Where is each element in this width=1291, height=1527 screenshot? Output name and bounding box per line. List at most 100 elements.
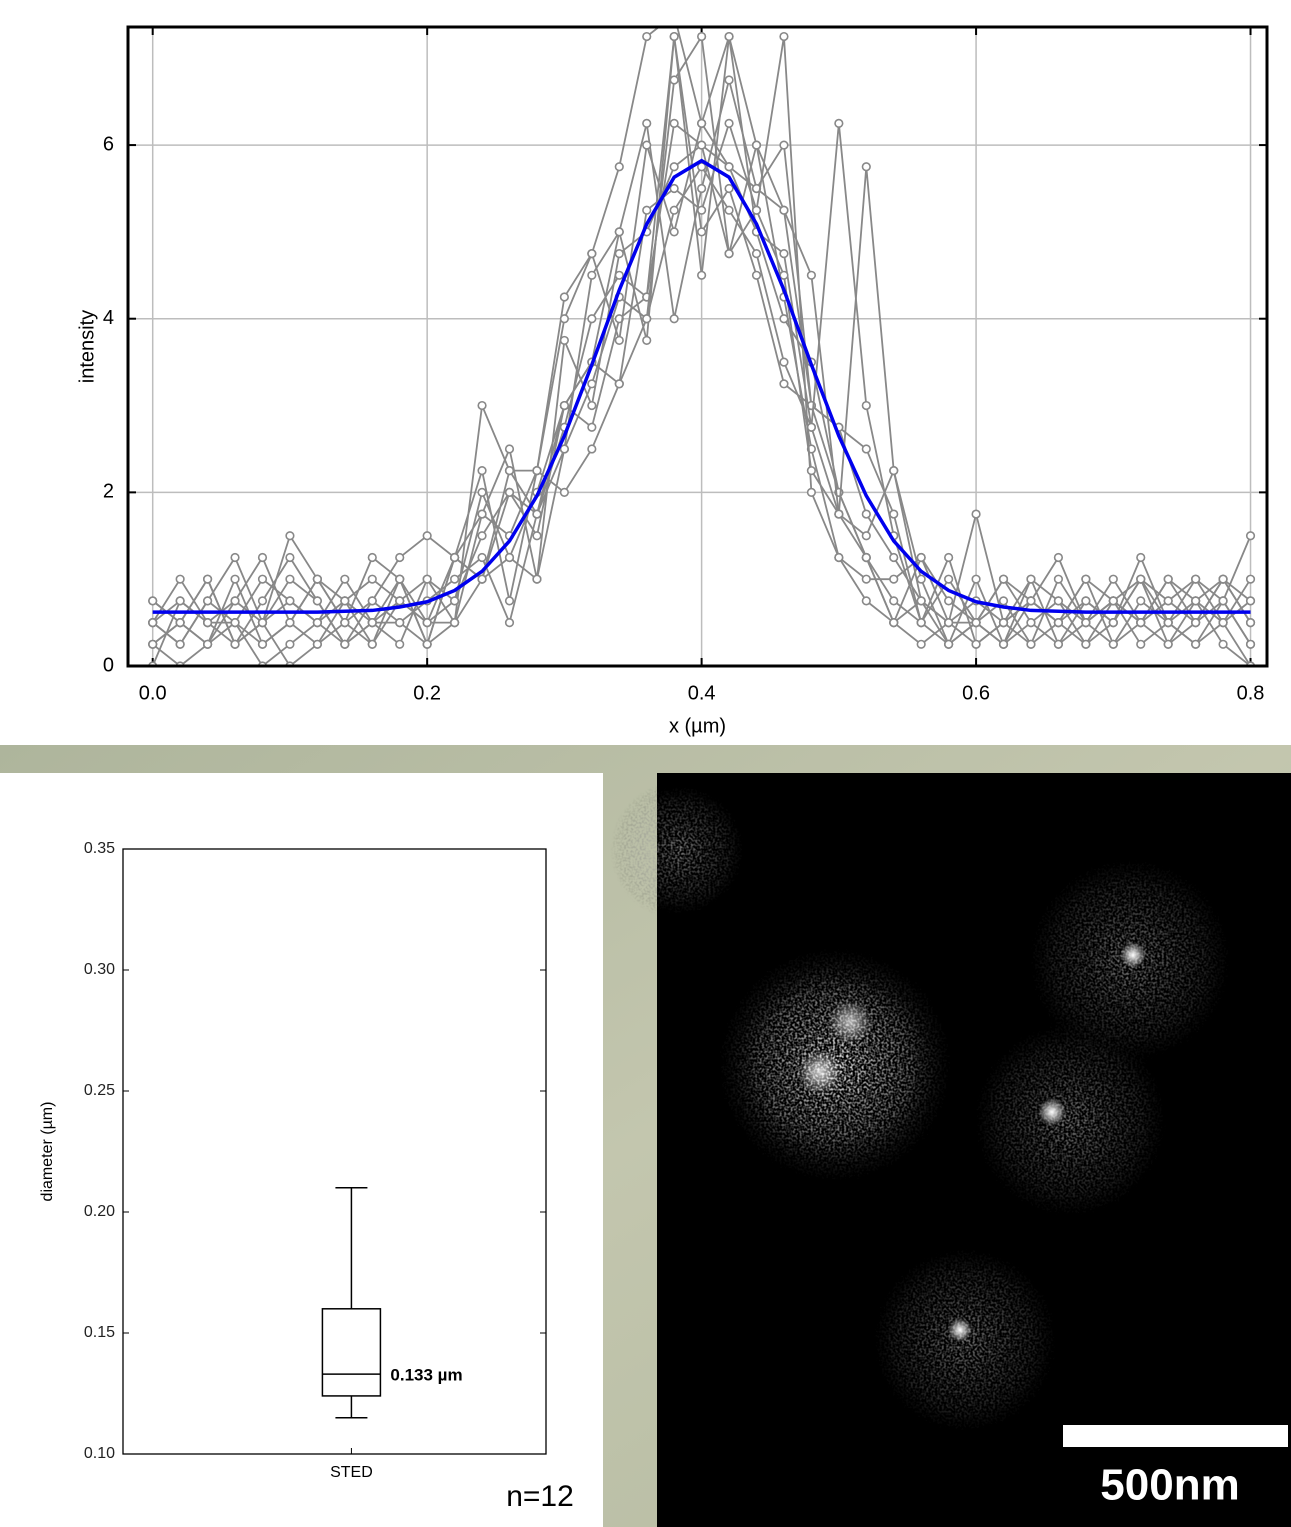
point	[395, 596, 405, 606]
point	[642, 335, 652, 346]
point	[861, 162, 871, 172]
point	[504, 444, 515, 454]
point	[861, 531, 871, 541]
point	[1218, 596, 1228, 606]
x-tick-label: STED	[330, 1464, 373, 1481]
point	[944, 552, 954, 563]
point	[944, 617, 954, 628]
point	[889, 574, 899, 584]
point	[697, 31, 707, 42]
point	[697, 162, 707, 172]
x-tick-label: 0.0	[139, 682, 167, 704]
point	[1053, 574, 1064, 584]
point	[450, 552, 460, 563]
point	[889, 466, 899, 476]
point	[395, 639, 405, 649]
point	[724, 162, 734, 172]
point	[1053, 639, 1064, 649]
point	[587, 400, 597, 411]
point	[587, 270, 597, 280]
point	[1108, 639, 1118, 649]
point	[422, 574, 432, 584]
median-label: 0.133 µm	[390, 1366, 462, 1385]
point	[367, 596, 377, 606]
point	[1218, 639, 1228, 649]
y-tick-label: 0.20	[84, 1203, 115, 1220]
point	[1191, 596, 1201, 606]
point	[916, 639, 926, 649]
point	[340, 617, 350, 628]
point	[312, 617, 322, 628]
point	[230, 596, 240, 606]
point	[669, 75, 679, 85]
point	[477, 531, 487, 541]
point	[285, 617, 295, 628]
point	[642, 140, 652, 150]
point	[1026, 639, 1036, 649]
point	[257, 617, 268, 628]
point	[312, 639, 322, 649]
point	[285, 531, 295, 541]
point	[1136, 596, 1146, 606]
point	[1136, 552, 1146, 563]
point	[422, 531, 432, 541]
axes-frame	[126, 25, 1269, 668]
point	[1053, 552, 1064, 563]
point	[642, 205, 652, 215]
point	[367, 639, 377, 649]
point	[559, 335, 569, 346]
point	[1191, 639, 1201, 649]
point	[669, 183, 679, 194]
point	[889, 596, 899, 606]
point	[697, 118, 707, 128]
micrograph: 500nm	[610, 773, 1291, 1527]
point	[724, 183, 734, 194]
point	[861, 552, 871, 563]
point	[916, 596, 926, 606]
point	[669, 227, 679, 237]
point	[614, 249, 624, 259]
point	[257, 574, 268, 584]
point	[559, 444, 569, 454]
point	[779, 270, 789, 280]
point	[834, 118, 844, 128]
point	[861, 444, 871, 454]
point	[559, 292, 569, 302]
point	[1136, 574, 1146, 584]
point	[998, 639, 1009, 649]
plot-area	[148, 27, 1256, 666]
point	[1081, 596, 1091, 606]
point	[230, 617, 240, 628]
point	[779, 379, 789, 389]
point	[395, 574, 405, 584]
y-tick-label: 0.25	[84, 1082, 115, 1099]
point	[312, 574, 322, 584]
point	[587, 249, 597, 259]
point	[1245, 574, 1256, 584]
point	[1245, 639, 1256, 649]
point	[697, 140, 707, 150]
point	[1245, 617, 1256, 628]
x-tick-label: 0.4	[688, 682, 716, 704]
annotation: n=12	[506, 1480, 574, 1513]
point	[257, 596, 268, 606]
point	[642, 118, 652, 128]
point	[1053, 617, 1064, 628]
point	[340, 574, 350, 584]
point	[916, 617, 926, 628]
point	[1218, 574, 1228, 584]
point	[779, 249, 789, 259]
point	[175, 574, 185, 584]
y-tick-label: 0.10	[84, 1445, 115, 1462]
point	[148, 596, 158, 606]
point	[504, 552, 515, 563]
point	[724, 118, 734, 128]
y-tick-label: 0	[103, 654, 114, 676]
point	[1136, 617, 1146, 628]
point	[779, 205, 789, 215]
point	[148, 617, 158, 628]
point	[1026, 596, 1036, 606]
point	[944, 596, 954, 606]
point	[175, 596, 185, 606]
x-tick-label: 0.8	[1237, 682, 1265, 704]
